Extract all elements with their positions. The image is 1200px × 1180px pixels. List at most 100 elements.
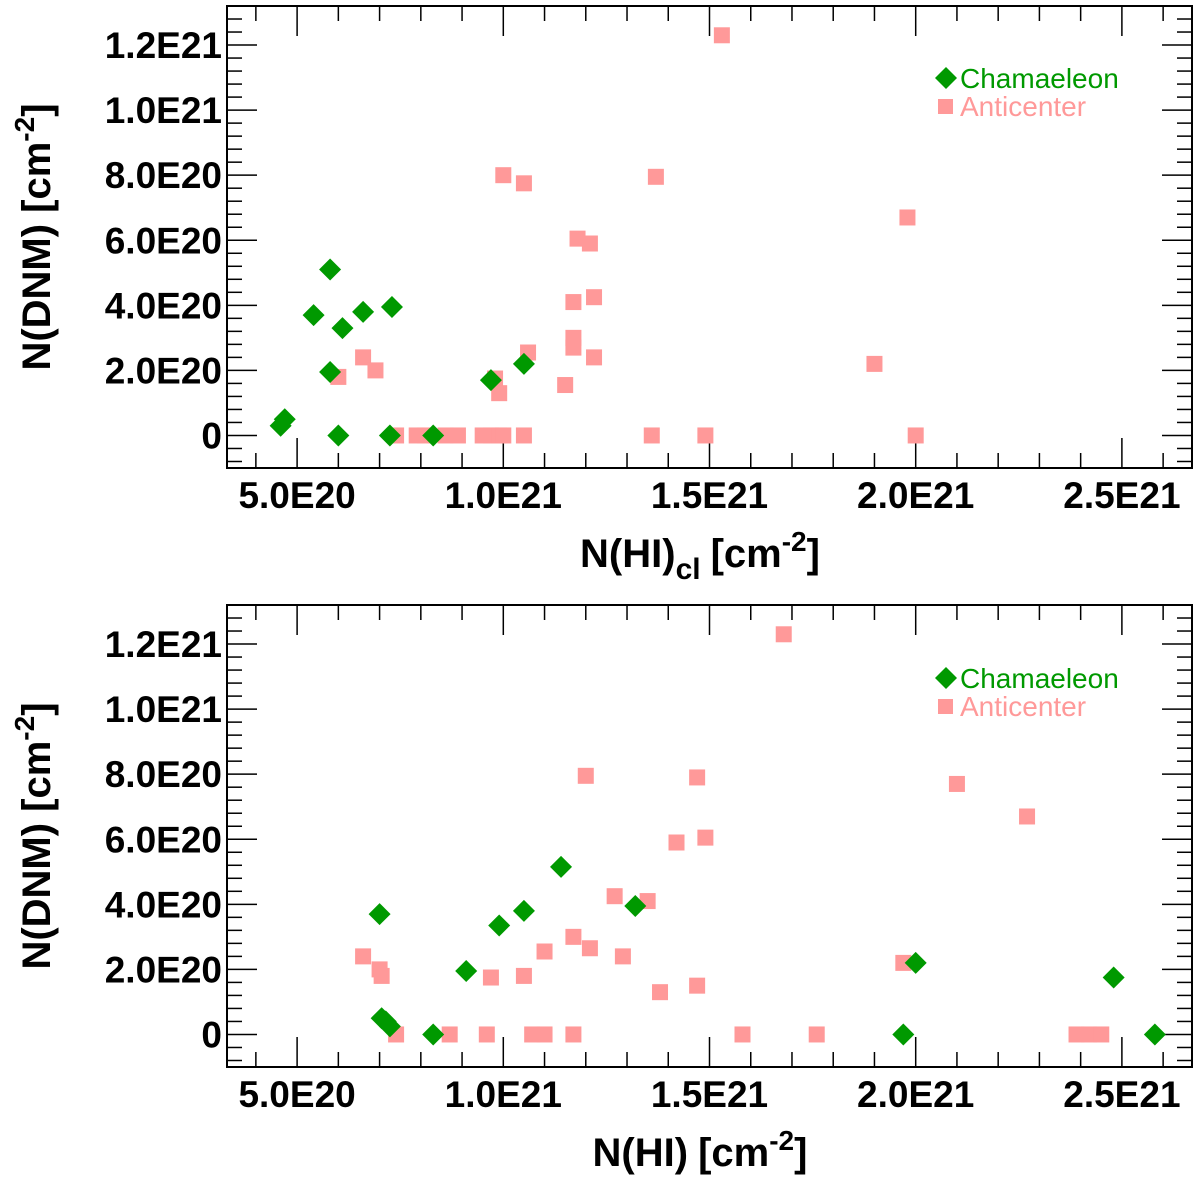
point-chamaeleon [479,369,502,392]
point-anticenter [1019,808,1036,825]
legend-label-chamaeleon: Chamaeleon [960,63,1119,94]
x-axis-title: N(HI) [cm-2] [593,1125,808,1175]
x-tick-label: 2.5E21 [1063,475,1180,516]
point-chamaeleon [368,903,391,926]
x-tick-labels: 5.0E20 1.0E21 1.5E21 2.0E21 2.5E21 [238,1074,1180,1115]
y-tick-label: 8.0E20 [105,754,222,795]
point-chamaeleon [352,300,375,323]
point-anticenter [734,1026,751,1043]
y-tick-label: 6.0E20 [105,819,222,860]
legend: Chamaeleon Anticenter [935,663,1119,722]
point-anticenter [697,829,714,846]
y-axis-title: N(DNM) [cm-2] [9,702,59,969]
point-anticenter [577,767,594,784]
legend-marker-chamaeleon [935,67,957,89]
point-chamaeleon [422,1023,445,1046]
point-chamaeleon [380,295,403,318]
y-tick-label: 1.0E21 [105,90,222,131]
y-tick-labels: 0 2.0E20 4.0E20 6.0E20 8.0E20 1.0E21 1.2E21 [105,25,222,456]
point-anticenter [581,235,598,252]
point-anticenter [586,349,603,366]
x-tick-label: 1.0E21 [445,475,562,516]
point-anticenter [355,948,372,965]
point-anticenter [1068,1026,1085,1043]
y-axis-title: N(DNM) [cm-2] [9,103,59,370]
x-tick-label: 2.0E21 [857,1074,974,1115]
x-tick-label: 1.5E21 [651,1074,768,1115]
point-chamaeleon [378,1015,401,1038]
point-anticenter [614,948,631,965]
point-anticenter [565,339,582,356]
point-anticenter [491,385,508,402]
y-tick-label: 8.0E20 [105,155,222,196]
point-chamaeleon [488,914,511,937]
point-anticenter [536,943,553,960]
legend-marker-anticenter [938,699,953,714]
point-anticenter [808,1026,825,1043]
point-anticenter [689,769,706,786]
point-anticenter [524,1026,541,1043]
point-anticenter [515,175,532,192]
data-points [269,27,924,447]
point-chamaeleon [327,424,350,447]
point-anticenter [515,967,532,984]
point-anticenter [866,355,883,372]
point-anticenter [581,940,598,957]
legend-label-anticenter: Anticenter [960,91,1086,122]
point-anticenter [367,362,384,379]
point-chamaeleon [1102,966,1125,989]
x-tick-label: 2.5E21 [1063,1074,1180,1115]
point-anticenter [449,427,466,444]
x-tick-label: 2.0E21 [857,475,974,516]
point-anticenter [536,1026,553,1043]
y-tick-label: 2.0E20 [105,949,222,990]
point-anticenter [948,775,965,792]
legend-marker-anticenter [938,99,953,114]
point-anticenter [565,1026,582,1043]
y-tick-labels: 0 2.0E20 4.0E20 6.0E20 8.0E20 1.0E21 1.2E21 [105,624,222,1055]
point-anticenter [652,984,669,1001]
y-tick-label: 1.2E21 [105,624,222,665]
x-tick-label: 1.5E21 [651,475,768,516]
point-chamaeleon [512,352,535,375]
point-chamaeleon [550,855,573,878]
y-tick-label: 1.2E21 [105,25,222,66]
point-chamaeleon [512,899,535,922]
point-anticenter [515,427,532,444]
y-tick-label: 6.0E20 [105,220,222,261]
point-anticenter [441,1026,458,1043]
point-chamaeleon [624,894,647,917]
bottom-panel: 5.0E20 1.0E21 1.5E21 2.0E21 2.5E21 0 2.0E20 4.… [9,604,1193,1175]
legend-label-chamaeleon: Chamaeleon [960,663,1119,694]
point-chamaeleon [302,304,325,327]
point-anticenter [437,427,454,444]
point-anticenter [1080,1026,1097,1043]
point-anticenter [907,427,924,444]
point-chamaeleon [455,960,478,983]
point-anticenter [569,230,586,247]
ticks [227,604,1192,1067]
point-anticenter [482,969,499,986]
y-tick-label: 2.0E20 [105,350,222,391]
point-anticenter [697,427,714,444]
point-anticenter [373,967,390,984]
point-anticenter [643,427,660,444]
point-anticenter [689,977,706,994]
y-tick-label: 0 [201,415,222,456]
point-anticenter [495,167,512,184]
point-anticenter [647,168,664,185]
data-points [355,626,1166,1046]
point-anticenter [1093,1026,1110,1043]
point-chamaeleon [378,424,401,447]
point-anticenter [495,427,512,444]
point-chamaeleon [904,951,927,974]
point-chamaeleon [273,408,296,431]
point-chamaeleon [319,258,342,281]
point-anticenter [895,954,912,971]
y-tick-label: 4.0E20 [105,884,222,925]
x-tick-label: 5.0E20 [238,1074,355,1115]
point-anticenter [606,888,623,905]
top-panel: 5.0E20 1.0E21 1.5E21 2.0E21 2.5E21 0 2.0E20 4.… [9,5,1193,586]
point-chamaeleon [331,317,354,340]
point-anticenter [565,928,582,945]
